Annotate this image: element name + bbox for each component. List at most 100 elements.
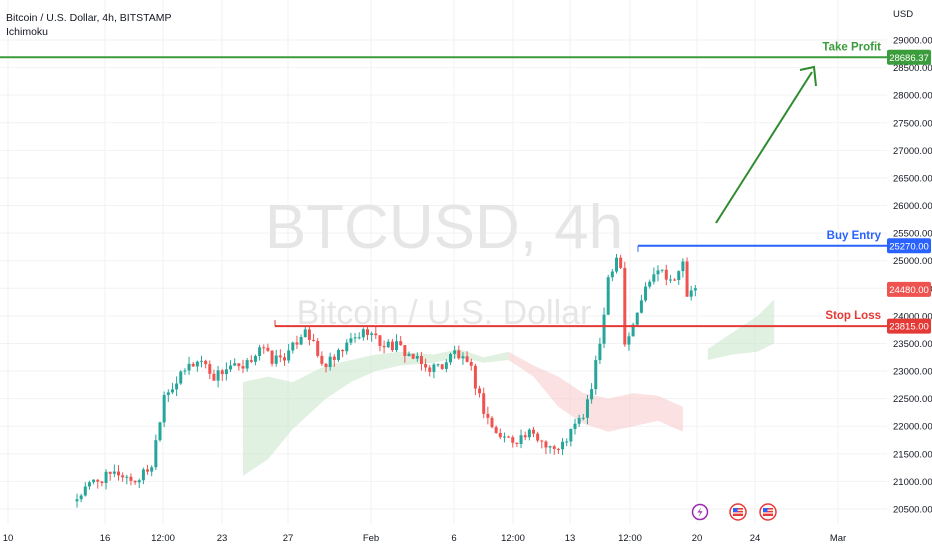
candle-up [195, 360, 199, 372]
candle-down [552, 444, 556, 455]
price-tick-label: 28000.00 [893, 91, 932, 102]
candle-body [461, 356, 465, 359]
price-levels: Take Profit Buy Entry Stop Loss [0, 41, 887, 328]
candle-body [473, 365, 477, 389]
candle-body [411, 353, 415, 359]
candle-up [407, 351, 411, 357]
candle-body [75, 499, 79, 502]
arrow-annotation[interactable] [715, 65, 817, 224]
candle-down [685, 257, 689, 297]
candle-body [631, 324, 635, 337]
symbol-title[interactable]: Bitcoin / U.S. Dollar, 4h, BITSTAMP [6, 12, 172, 24]
candle-body [548, 446, 552, 448]
candle-up [291, 341, 295, 354]
candle-down [204, 359, 208, 369]
lightning-event-icon[interactable] [691, 503, 709, 521]
indicator-label[interactable]: Ichimoku [6, 26, 48, 38]
candle-up [92, 479, 96, 485]
candle-down [411, 353, 415, 360]
candle-body [361, 329, 365, 338]
candle-up [183, 368, 187, 375]
candle-down [212, 369, 216, 381]
candle-down [498, 428, 502, 440]
us-flag-event-icon[interactable] [759, 503, 777, 521]
candle-up [598, 337, 602, 365]
header: Bitcoin / U.S. Dollar, 4h, BITSTAMP Ichi… [6, 12, 172, 38]
candle-up [187, 356, 191, 375]
candle-up [660, 269, 664, 273]
candle-body [627, 336, 631, 345]
candle-up [615, 254, 618, 274]
candle-body [644, 286, 648, 301]
candle-body [536, 433, 540, 441]
candle-body [129, 476, 133, 481]
candle-down [270, 349, 274, 367]
cloud-bearish [508, 351, 683, 432]
candle-body [345, 342, 349, 352]
candle-up [83, 482, 87, 497]
candle-down [117, 465, 120, 481]
candle-down [366, 325, 369, 341]
candle-body [573, 423, 577, 429]
candle-body [96, 479, 100, 482]
candle-up [137, 478, 141, 489]
candle-down [507, 435, 511, 438]
candle-up [357, 332, 361, 340]
candle-up [681, 258, 685, 278]
us-flag-event-icon[interactable] [729, 503, 747, 521]
candle-up [233, 358, 237, 367]
candle-up [631, 322, 635, 337]
candle-up [150, 465, 154, 477]
price-tick-label: 25000.00 [893, 256, 932, 267]
price-tick-label: 23000.00 [893, 367, 932, 378]
candle-body [440, 364, 444, 369]
candle-body [179, 371, 183, 384]
candle-up [565, 438, 569, 447]
time-tick-label: 24 [750, 533, 761, 544]
ichimoku-cloud [243, 299, 775, 476]
time-axis[interactable]: 10 16 12:00 23 27 Feb 6 12:00 13 12:00 20 24 Mar [3, 533, 846, 544]
price-axis[interactable]: USD 29000.00 28500.00 28000.00 27500.00 2700… [887, 0, 932, 530]
candle-up [303, 326, 307, 338]
last-price-tag [887, 281, 931, 297]
candle-body [610, 271, 614, 278]
candle-up [162, 391, 166, 428]
arrow-head [799, 65, 817, 87]
candle-down [469, 358, 473, 371]
candle-body [83, 486, 87, 496]
candle-body [652, 274, 656, 282]
candle-body [262, 347, 266, 349]
candle-down [108, 471, 112, 481]
candle-body [569, 428, 573, 442]
candle-up [158, 421, 162, 442]
candle-up [644, 282, 648, 303]
candle-body [693, 288, 697, 291]
candle-body [419, 355, 423, 365]
candle-body [175, 383, 179, 390]
grid [0, 0, 887, 524]
buy-entry-tag [887, 238, 931, 254]
candle-body [357, 337, 361, 339]
price-tick-label: 20500.00 [893, 505, 932, 516]
candle-body [407, 353, 411, 357]
candle-up [395, 334, 399, 353]
candle-up [677, 270, 681, 285]
candle-body [552, 446, 556, 449]
candle-down [307, 326, 311, 346]
candle-up [353, 332, 357, 343]
candle-body [117, 471, 120, 476]
candle-up [179, 370, 183, 385]
take-profit-tag-price: 28686.37 [889, 53, 929, 64]
candle-down [237, 363, 241, 371]
candle-body [183, 370, 187, 372]
candle-up [610, 269, 614, 282]
candle-up [75, 493, 79, 508]
time-tick-label: 27 [283, 533, 294, 544]
candle-up [274, 349, 278, 367]
candle-body [556, 448, 560, 450]
candle-body [370, 333, 374, 336]
candle-body [424, 364, 428, 368]
price-tick-label: 27000.00 [893, 146, 932, 157]
candle-body [150, 467, 154, 472]
